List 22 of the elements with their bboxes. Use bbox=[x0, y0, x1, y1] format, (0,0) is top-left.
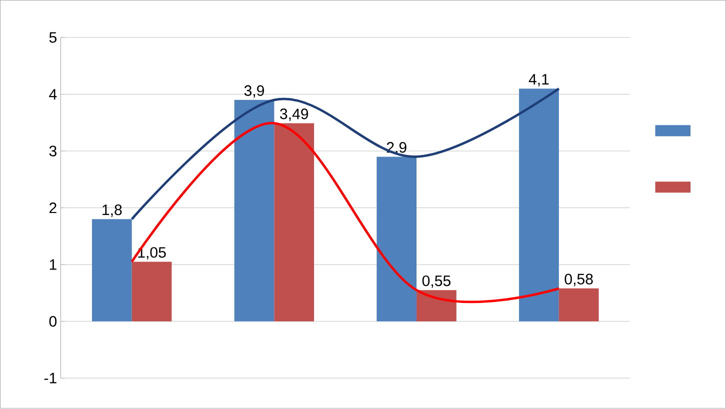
bar bbox=[416, 290, 456, 322]
data-label: 3,49 bbox=[280, 108, 308, 122]
bar bbox=[92, 219, 132, 322]
bar bbox=[558, 288, 599, 322]
data-label: 0,55 bbox=[422, 276, 450, 288]
bar bbox=[132, 262, 172, 322]
y-tick-label: 1 bbox=[50, 260, 56, 270]
data-label: 0,58 bbox=[564, 274, 593, 286]
y-tick-label: -1 bbox=[44, 373, 56, 384]
bar bbox=[234, 100, 274, 322]
y-tick-label: 5 bbox=[49, 32, 56, 43]
data-label: 3,9 bbox=[244, 86, 264, 98]
data-label: 1,05 bbox=[138, 247, 166, 260]
y-tick-label: 3 bbox=[49, 146, 56, 157]
data-label: 4,1 bbox=[528, 74, 549, 87]
bar bbox=[376, 156, 417, 322]
y-tick-label: 0 bbox=[49, 316, 57, 327]
bar bbox=[519, 88, 559, 322]
y-tick-label: 2 bbox=[50, 202, 56, 214]
bar bbox=[274, 123, 314, 322]
y-tick-label: 4 bbox=[49, 89, 57, 100]
data-label: 1,8 bbox=[102, 204, 122, 218]
